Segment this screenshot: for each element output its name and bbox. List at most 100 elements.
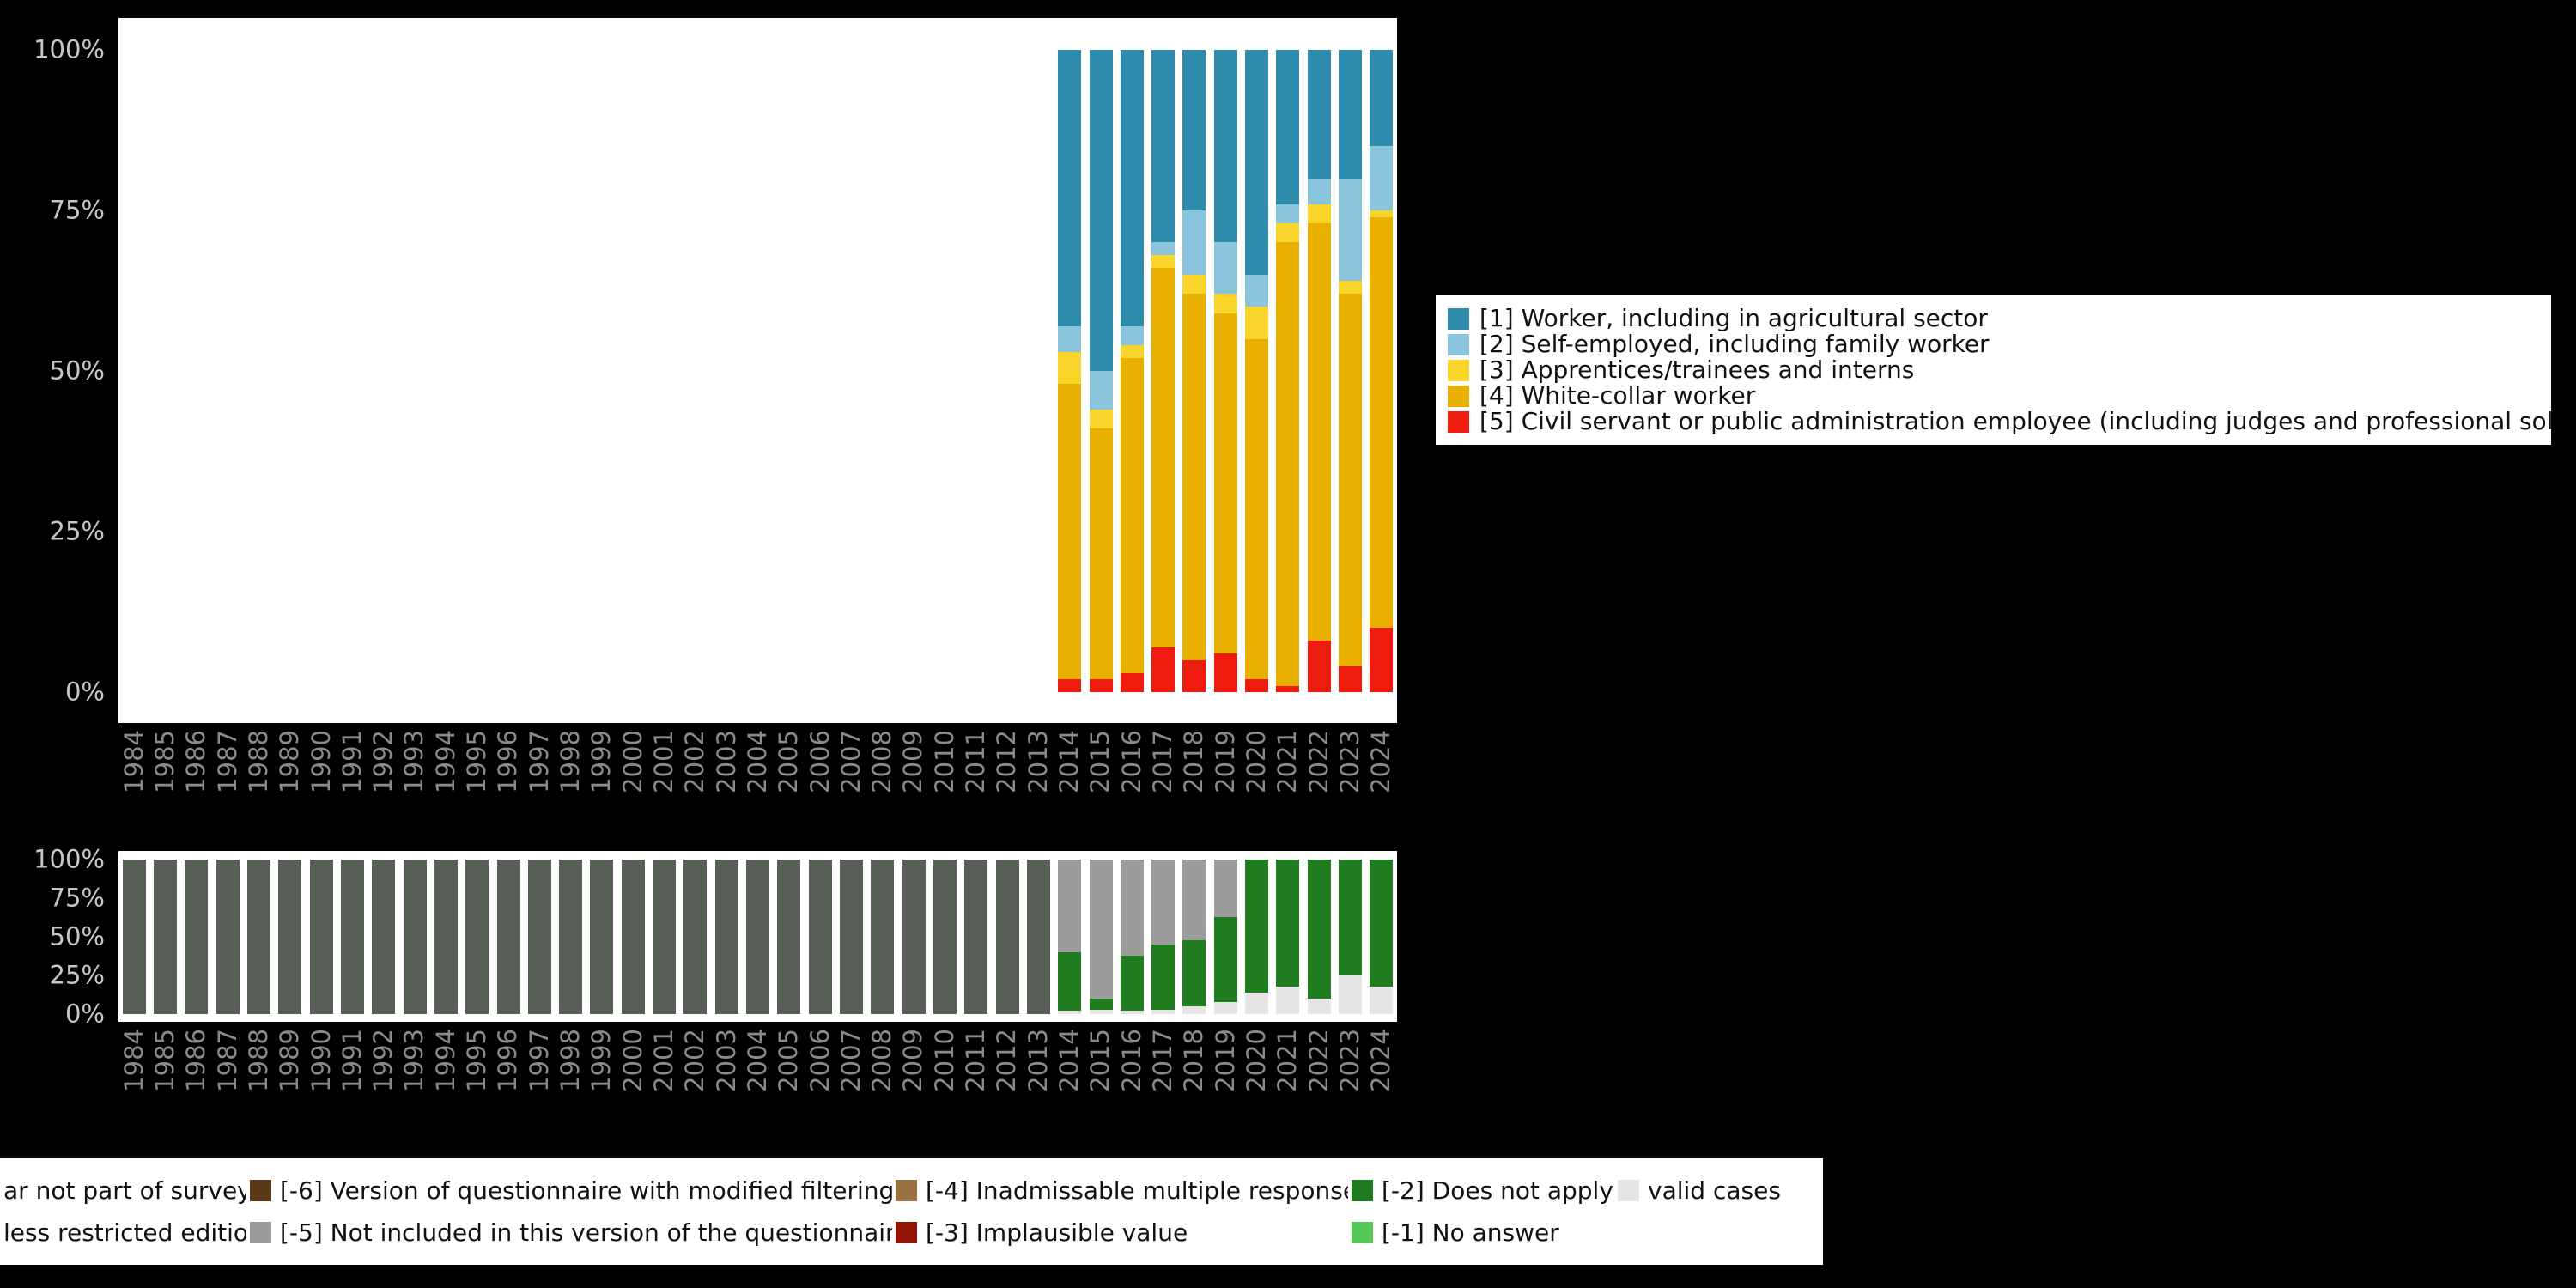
x-axis-tick: 2016	[1116, 730, 1147, 793]
x-axis-tick: 2005	[774, 730, 805, 793]
bar-segment	[1120, 358, 1144, 673]
x-axis-tick: 1998	[555, 730, 586, 793]
x-axis-tick-label: 2002	[680, 730, 710, 793]
x-axis-tick: 1996	[493, 730, 524, 793]
bar-segment	[964, 860, 988, 1014]
x-axis-tick-label: 1996	[493, 730, 523, 793]
legend-item: ar not part of survey	[0, 1176, 246, 1205]
top-chart-x-axis: 1984 1985 1986 1987 1988 1989 1990 1991 1992 1993…	[118, 730, 1397, 846]
y-axis-tick-label: 0%	[64, 999, 105, 1029]
x-axis-tick: 1986	[181, 1029, 212, 1092]
legend-label: [-6] Version of questionnaire with modif…	[280, 1176, 892, 1205]
legend-label: [-5] Not included in this version of the…	[280, 1218, 892, 1247]
x-axis-tick-label: 1994	[430, 1029, 460, 1092]
bar-segment	[1213, 860, 1237, 917]
bar-segment	[1058, 1011, 1082, 1014]
bar-segment	[1089, 1009, 1113, 1014]
legend-item: [2] Self-employed, including family work…	[1448, 331, 2539, 357]
x-axis-tick-label: 2017	[1147, 730, 1177, 793]
x-axis-tick: 2017	[1147, 1029, 1178, 1092]
x-axis-tick-label: 1985	[149, 1029, 179, 1092]
x-axis-tick: 1989	[275, 1029, 306, 1092]
x-axis-tick: 2007	[835, 730, 866, 793]
missings-chart-plot-area	[118, 851, 1397, 1022]
x-axis-tick-label: 2012	[992, 1029, 1022, 1092]
legend-item	[1614, 1218, 1823, 1247]
x-axis-tick: 2001	[648, 1029, 679, 1092]
bar-segment	[1182, 1006, 1206, 1014]
bar-segment	[1151, 860, 1176, 945]
x-axis-tick: 2013	[1023, 730, 1054, 793]
legend-item: [-4] Inadmissable multiple response	[892, 1176, 1348, 1205]
x-axis-tick-label: 2005	[774, 730, 804, 793]
bar-segment	[1245, 679, 1269, 692]
bar-segment	[1276, 986, 1300, 1014]
bar-segment	[1089, 679, 1113, 692]
x-axis-tick: 2023	[1334, 1029, 1365, 1092]
x-axis-tick: 1989	[275, 730, 306, 793]
bar-segment	[1213, 653, 1237, 692]
legend-swatch	[1448, 410, 1469, 433]
bar-segment	[1058, 679, 1082, 692]
legend-item: [-1] No answer	[1348, 1218, 1614, 1247]
x-axis-tick-label: 1997	[524, 1029, 554, 1092]
x-axis-tick-label: 1988	[243, 1029, 273, 1092]
bar-segment	[1058, 50, 1082, 326]
x-axis-tick: 2000	[617, 730, 648, 793]
x-axis-tick-label: 2004	[742, 730, 772, 793]
x-axis-tick: 1988	[243, 730, 274, 793]
x-axis-tick-label: 1991	[337, 730, 367, 793]
legend-swatch	[250, 1222, 271, 1243]
bar-segment	[1339, 975, 1362, 1014]
x-axis-tick: 2022	[1303, 1029, 1334, 1092]
x-axis-tick: 1991	[337, 1029, 368, 1092]
x-axis-tick-label: 2010	[929, 1029, 959, 1092]
bar-segment	[1245, 307, 1269, 339]
x-axis-tick: 2023	[1334, 730, 1365, 793]
x-axis-tick-label: 2016	[1116, 730, 1146, 793]
bar-segment	[1120, 345, 1144, 358]
bar-segment	[1120, 860, 1144, 956]
bar-segment	[1058, 860, 1082, 952]
bar-segment	[122, 860, 146, 1014]
x-axis-tick: 1995	[461, 1029, 492, 1092]
bar-segment	[683, 860, 708, 1014]
x-axis-tick-label: 1986	[181, 1029, 211, 1092]
legend-item: [-6] Version of questionnaire with modif…	[246, 1176, 892, 1205]
x-axis-tick: 2006	[805, 1029, 835, 1092]
x-axis-tick: 1999	[586, 1029, 617, 1092]
y-axis-tick-label: 100%	[33, 34, 105, 64]
bar-segment	[1058, 952, 1082, 1012]
bar-segment	[1182, 294, 1206, 660]
bar-segment	[1089, 860, 1113, 999]
legend-swatch	[1448, 359, 1469, 381]
x-axis-tick-label: 1992	[368, 1029, 398, 1092]
legend-swatch	[1448, 307, 1469, 330]
x-axis-tick: 2020	[1241, 1029, 1272, 1092]
x-axis-tick-label: 2001	[648, 1029, 678, 1092]
x-axis-tick-label: 2006	[805, 1029, 835, 1092]
x-axis-tick: 2008	[867, 1029, 898, 1092]
legend-label: [-3] Implausible value	[926, 1218, 1188, 1247]
bar-segment	[1058, 351, 1082, 384]
x-axis-tick-label: 2018	[1179, 1029, 1209, 1092]
legend-item: less restricted edition	[0, 1218, 246, 1247]
x-axis-tick: 2012	[992, 730, 1023, 793]
bar-segment	[1370, 860, 1394, 987]
bar-segment	[246, 860, 270, 1014]
x-axis-tick-label: 2015	[1085, 1029, 1115, 1092]
x-axis-tick: 2022	[1303, 730, 1334, 793]
x-axis-tick-label: 2013	[1023, 730, 1053, 793]
x-axis-tick: 2006	[805, 730, 835, 793]
x-axis-tick: 2003	[711, 1029, 742, 1092]
y-axis-tick-label: 25%	[49, 516, 105, 546]
x-axis-tick-label: 1992	[368, 730, 398, 793]
x-axis-tick-label: 2019	[1210, 1029, 1240, 1092]
bar-segment	[1370, 216, 1394, 629]
x-axis-tick: 2013	[1023, 1029, 1054, 1092]
x-axis-tick-label: 1999	[586, 730, 617, 793]
x-axis-tick-label: 2006	[805, 730, 835, 793]
x-axis-tick-label: 2000	[617, 730, 647, 793]
bar-segment	[1151, 255, 1176, 269]
